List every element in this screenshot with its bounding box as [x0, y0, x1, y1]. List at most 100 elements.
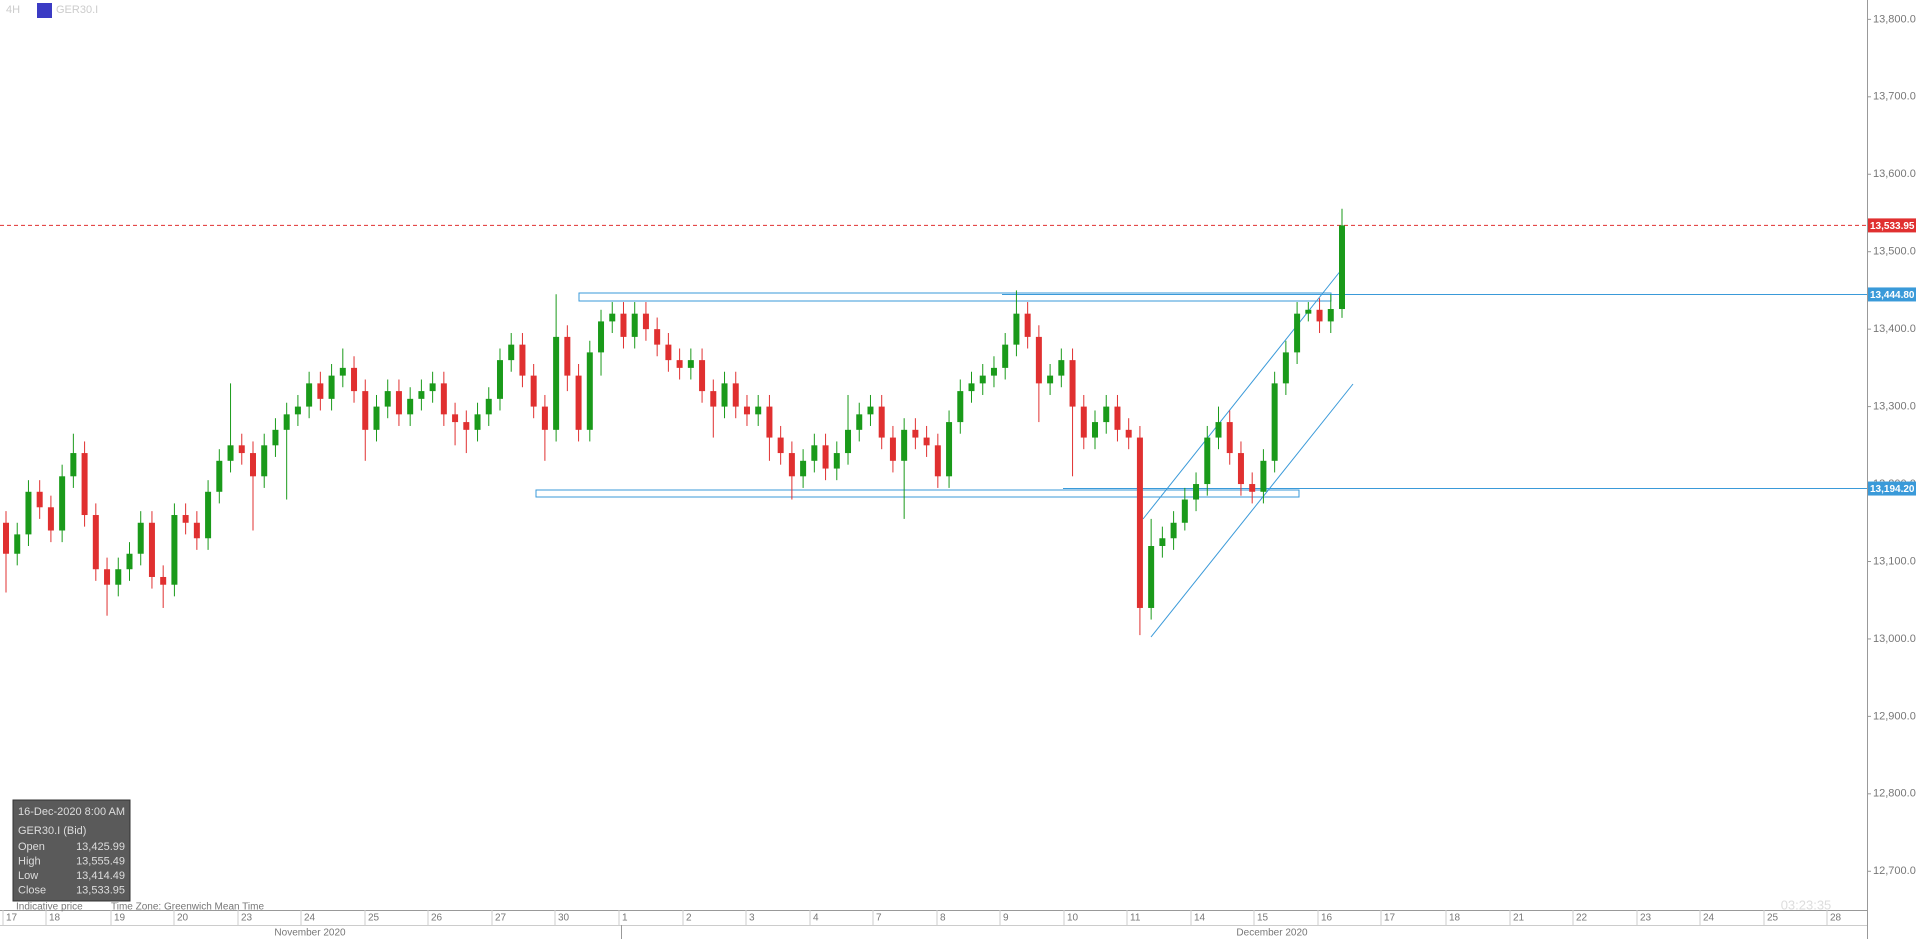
candle-body [182, 515, 189, 523]
date-label: 25 [368, 913, 380, 924]
candle-body [845, 429, 852, 454]
date-label: 23 [241, 913, 253, 924]
price-tag [1868, 218, 1916, 233]
y-tick-label: 13,800.00 [1873, 13, 1916, 25]
candle-body [339, 367, 346, 376]
candle-body [1339, 225, 1345, 310]
candle-body [1226, 422, 1233, 454]
candle-body [833, 453, 840, 469]
date-label: 10 [1067, 913, 1079, 924]
candle-body [856, 414, 863, 430]
date-label: 17 [6, 913, 18, 924]
candle-body [59, 476, 66, 531]
date-label: 28 [1830, 913, 1842, 924]
candle-body [553, 336, 560, 430]
info-box: 16-Dec-2020 8:00 AM GER30.I (Bid) Open 13… [12, 799, 131, 902]
candle-body [710, 391, 717, 407]
candle-body [47, 507, 54, 531]
candle-body [36, 491, 43, 508]
candle-body [1193, 484, 1200, 500]
candle-body [721, 383, 728, 407]
drawings [535, 268, 1354, 638]
candle-body [800, 460, 807, 477]
candle-body [418, 391, 425, 399]
candle-body [238, 445, 245, 454]
candle-body [923, 437, 930, 446]
candle-body [496, 360, 503, 399]
candle-body [452, 414, 459, 423]
date-label: 11 [1130, 913, 1141, 924]
date-label: 16 [1321, 913, 1333, 924]
date-label: 20 [177, 913, 189, 924]
info-value: 13,414.49 [76, 870, 125, 882]
info-box-bg [12, 799, 131, 902]
candle-body [912, 429, 919, 438]
info-label: High [18, 855, 41, 867]
candle-body [867, 406, 874, 415]
candle-body [126, 553, 133, 570]
candle-body [3, 522, 9, 554]
price-type: Indicative price [16, 902, 83, 913]
candle-body [1069, 360, 1076, 407]
candle-body [766, 406, 773, 438]
candle-body [328, 375, 335, 399]
candle-body [777, 437, 784, 454]
date-label: 14 [1194, 913, 1206, 924]
candle-body [1002, 344, 1009, 368]
candle-body [687, 360, 694, 368]
candle-body [384, 391, 391, 407]
candle-body [822, 445, 829, 469]
candle-body [530, 375, 537, 407]
candle-body [115, 569, 122, 585]
date-label: 3 [749, 913, 755, 924]
date-label: 25 [1767, 913, 1779, 924]
candle-body [1013, 313, 1020, 345]
price-tag [1868, 481, 1916, 496]
candle-body [1103, 406, 1110, 423]
candle-body [216, 460, 223, 492]
candle-body [81, 453, 88, 516]
month-label: November 2020 [274, 928, 346, 939]
date-label: 7 [876, 913, 882, 924]
candle-body [519, 344, 526, 376]
date-label: 4 [813, 913, 819, 924]
candle-body [699, 360, 706, 392]
candle-body [1260, 460, 1267, 492]
candle-body [811, 445, 818, 461]
candle-body [1305, 309, 1312, 314]
candle-body [1215, 422, 1222, 438]
candle-body [14, 534, 21, 554]
candle-body [362, 391, 369, 430]
candle-body [395, 391, 402, 415]
candle-body [70, 453, 77, 477]
candle-body [193, 522, 200, 539]
candle-body [1294, 313, 1301, 353]
date-label: 1 [622, 913, 628, 924]
candle-body [878, 406, 885, 438]
date-label: 15 [1257, 913, 1269, 924]
y-tick-label: 13,000.00 [1873, 633, 1916, 645]
candle-body [631, 313, 638, 337]
date-label: 8 [940, 913, 946, 924]
candle-body [788, 453, 795, 477]
candle-body [463, 422, 470, 430]
candle-body [1047, 375, 1054, 384]
candle-body [968, 383, 975, 392]
candle-body [654, 329, 661, 345]
candle-body [732, 383, 739, 407]
candle-body [609, 313, 616, 322]
y-tick-label: 13,500.00 [1873, 246, 1916, 258]
candle-body [946, 422, 953, 477]
candle-body [104, 569, 111, 585]
timeframe: 4H [6, 4, 20, 16]
candle-body [1271, 383, 1278, 461]
candle-body [1237, 453, 1244, 485]
y-tick-label: 13,400.00 [1873, 323, 1916, 335]
candle-body [92, 515, 99, 570]
candle-body [1024, 313, 1031, 337]
date-label: 17 [1384, 913, 1396, 924]
candle-body [283, 414, 290, 430]
candle-body [1136, 437, 1143, 608]
